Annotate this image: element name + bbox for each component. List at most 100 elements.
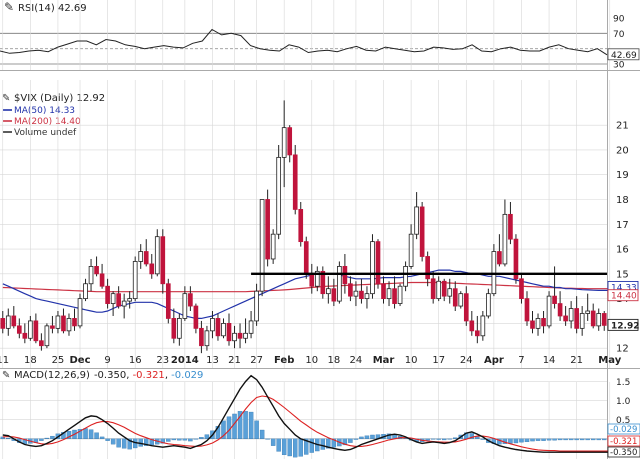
candle-body-up: [204, 330, 210, 347]
x-tick-label: May: [598, 355, 621, 366]
candle-body-up: [132, 261, 138, 300]
candle-body-up: [44, 325, 50, 347]
x-tick-label: 9: [104, 355, 110, 366]
price-y-tick-label: 12: [616, 344, 629, 355]
candle: [359, 278, 364, 304]
candle: [232, 325, 237, 349]
candle: [452, 281, 458, 312]
candle-body-up: [55, 315, 61, 329]
macd-histogram-bar: [88, 429, 94, 439]
candle-body-down: [601, 313, 607, 326]
ma50-last-value-label: 14.33: [611, 283, 637, 293]
candle: [199, 320, 204, 354]
candle-body-down: [292, 154, 298, 210]
rsi-y-tick-label: 90: [613, 15, 625, 25]
macd-title-macd-value: -0.350: [94, 370, 126, 381]
candle: [116, 286, 121, 309]
candle: [243, 318, 248, 344]
macd-histogram-bar: [237, 411, 243, 439]
macd-histogram-bar: [557, 438, 563, 441]
candle: [590, 303, 596, 329]
price-y-tick-label: 16: [616, 245, 629, 256]
ma200-legend-label: MA(200) 14.40: [14, 117, 81, 127]
candle-body-down: [441, 280, 447, 297]
candle: [171, 308, 177, 344]
x-tick-label: 18: [24, 355, 37, 366]
candle-body-down: [574, 308, 579, 329]
candle-body-up: [154, 236, 160, 275]
candle-body-down: [513, 238, 519, 280]
candle-body-up: [546, 295, 552, 327]
candle: [61, 308, 66, 334]
macd-histogram-bar: [469, 433, 475, 439]
candle-body-down: [265, 199, 270, 260]
macd-histogram-bar: [44, 437, 50, 439]
candle-body-up: [403, 266, 408, 287]
candle-body-up: [243, 332, 248, 339]
x-tick-label: Apr: [484, 355, 504, 366]
x-tick-label: Mar: [373, 355, 395, 366]
candle: [77, 293, 83, 329]
candle: [541, 311, 546, 334]
candle: [110, 291, 116, 316]
x-tick-label: 25: [52, 355, 65, 366]
macd-histogram-bar: [453, 437, 458, 439]
macd-histogram-bar: [342, 438, 348, 446]
macd-histogram-last-value-box: [607, 423, 640, 435]
candle: [270, 229, 276, 264]
candle: [303, 236, 309, 279]
candle-body-up: [337, 266, 342, 302]
candle: [436, 276, 442, 302]
candle: [94, 256, 99, 277]
candle-body-down: [452, 288, 458, 307]
candle: [563, 306, 568, 326]
macd-histogram-bar: [182, 438, 188, 441]
candle-body-down: [171, 318, 177, 339]
price-y-tick-label: 17: [616, 220, 629, 231]
candle-body-down: [50, 325, 55, 329]
candle-body-down: [188, 293, 193, 307]
candle-body-down: [359, 290, 364, 300]
macd-histogram-bar: [66, 431, 72, 439]
macd-histogram-bar: [105, 438, 110, 441]
candle: [33, 313, 39, 344]
candle-body-down: [348, 283, 353, 297]
candle: [16, 318, 22, 339]
macd-histogram-bar: [199, 437, 204, 439]
candle: [535, 313, 541, 336]
candle-body-up: [314, 270, 320, 287]
candle: [259, 199, 265, 297]
macd-histogram-bar: [276, 438, 281, 452]
candle-body-down: [0, 318, 6, 329]
candle-body-down: [215, 318, 221, 337]
candle: [50, 315, 55, 334]
candle: [447, 278, 453, 304]
macd-histogram-bar: [121, 438, 127, 449]
candle-body-up: [138, 251, 144, 262]
rsi-title: RSI(14) 42.69: [18, 3, 87, 14]
candle-body-up: [596, 313, 602, 327]
candle: [508, 201, 513, 245]
x-tick-label: 24: [350, 355, 363, 366]
candle: [353, 281, 359, 307]
candle: [188, 286, 193, 312]
candle-body-up: [83, 283, 88, 300]
candle-body-up: [326, 288, 331, 295]
candle: [0, 311, 6, 334]
x-tick-label: 14: [543, 355, 556, 366]
macd-histogram-bar: [177, 438, 182, 441]
candle: [22, 323, 28, 344]
candle: [430, 271, 436, 304]
candle: [39, 333, 44, 351]
candle: [292, 144, 298, 215]
macd-histogram-bar: [546, 438, 552, 441]
candle: [414, 192, 419, 240]
macd-histogram-bar: [6, 437, 11, 439]
candle: [298, 201, 304, 247]
candle-body-up: [28, 320, 33, 339]
candle: [154, 229, 160, 277]
candle: [121, 293, 127, 319]
candle: [370, 234, 375, 299]
candle-body-down: [94, 266, 99, 275]
macd-histogram-bar: [265, 438, 270, 440]
